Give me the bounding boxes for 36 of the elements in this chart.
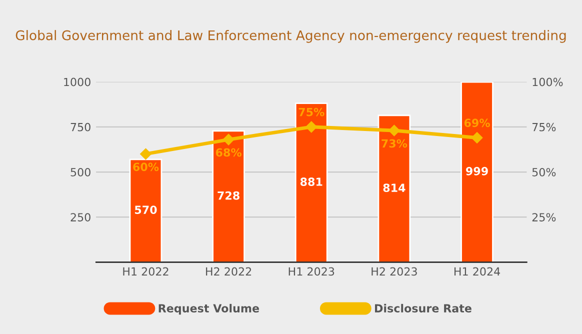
- data-label: 570: [134, 206, 157, 214]
- chart-title: Global Government and Law Enforcement Agency non-emergency request trending: [16, 30, 566, 43]
- bar: [294, 102, 328, 262]
- y2-tick-label: 75%: [532, 122, 556, 132]
- y-tick-label: 500: [70, 168, 90, 176]
- x-tick-label: H2 2022: [206, 267, 252, 276]
- data-label: 728: [218, 191, 240, 200]
- point: [306, 121, 317, 133]
- point: [140, 148, 152, 160]
- bar: [212, 130, 245, 262]
- data-label: 60%: [133, 162, 159, 172]
- legend-label: Request Volume: [158, 304, 260, 315]
- legend-label: Disclosure Rate: [375, 304, 472, 313]
- bar: [129, 158, 162, 262]
- point: [222, 134, 234, 146]
- data-label: 68%: [216, 148, 242, 157]
- y-tick-label: 250: [70, 213, 90, 222]
- bar: [460, 82, 494, 262]
- y-tick-label: 1000: [64, 78, 90, 86]
- y2-tick-label: 25%: [532, 213, 556, 222]
- point: [471, 132, 483, 144]
- data-label: 75%: [298, 108, 324, 116]
- x-tick-label: H2 2023: [372, 267, 417, 276]
- data-label: 881: [300, 178, 322, 186]
- y2-tick-label: 100%: [532, 78, 563, 86]
- data-label: 73%: [382, 139, 408, 148]
- y-tick-label: 750: [70, 122, 90, 132]
- data-label: 814: [383, 184, 406, 192]
- point: [388, 124, 400, 136]
- x-tick-label: H1 2024: [454, 267, 500, 276]
- bar: [378, 114, 411, 262]
- data-label: 69%: [464, 118, 490, 128]
- x-tick-label: H1 2023: [288, 267, 334, 276]
- y2-tick-label: 50%: [532, 168, 556, 176]
- x-tick-label: H1 2022: [123, 267, 168, 276]
- data-label: 999: [466, 166, 488, 176]
